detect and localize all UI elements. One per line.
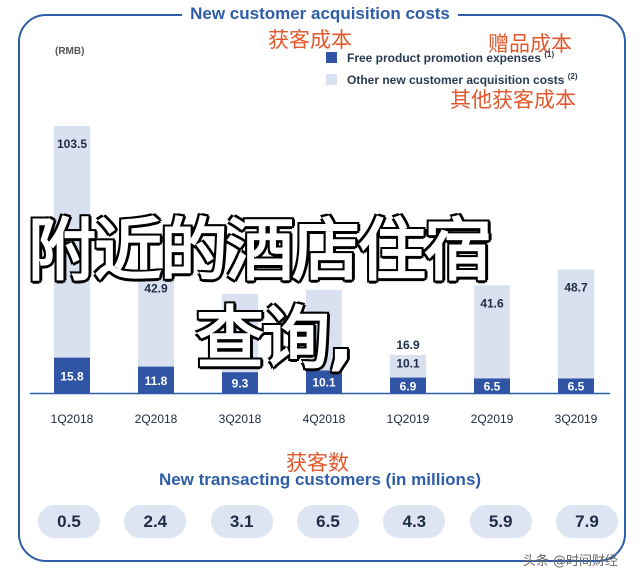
legend-other-note: (2) <box>567 72 578 81</box>
label-other-2Q2018: 42.9 <box>144 282 168 296</box>
legend-free-swatch <box>326 52 337 63</box>
transacting-value-2Q2019: 5.9 <box>469 505 532 538</box>
transacting-value-3Q2018: 3.1 <box>210 505 273 538</box>
label-free-1Q2018: 15.8 <box>60 369 84 383</box>
tick-3Q2018: 3Q2018 <box>219 412 262 426</box>
transacting-values: 0.5 2.4 3.1 6.5 4.3 5.9 7.9 <box>38 505 618 538</box>
legend-other-swatch <box>326 74 337 85</box>
label-other-3Q2019: 48.7 <box>564 280 588 294</box>
transacting-title: New transacting customers (in millions) <box>158 470 482 489</box>
bar-free-2Q2018 <box>138 366 174 393</box>
transacting-value-1Q2018: 0.5 <box>38 505 100 538</box>
overlay-text-line2: 查询, <box>196 300 354 379</box>
label-free-2Q2019: 6.5 <box>484 380 501 394</box>
bar-other-4Q2018 <box>306 289 342 371</box>
cn-gift-label: 赠品成本 <box>488 32 572 56</box>
transacting-value-3Q2019: 7.9 <box>555 505 618 538</box>
transacting-value-1Q2019: 4.3 <box>383 505 446 538</box>
label-free-2Q2018: 11.8 <box>145 374 168 388</box>
label-total-1Q2019: 16.9 <box>396 338 420 352</box>
label-free-4Q2018: 10.1 <box>312 376 336 390</box>
label-free-3Q2018: 9.3 <box>232 377 249 391</box>
bar-other-1Q2019 <box>390 354 426 378</box>
bar-other-2Q2018 <box>138 270 174 367</box>
bar-free-1Q2018 <box>54 357 90 393</box>
bar-free-1Q2019 <box>390 377 426 393</box>
label-other-2Q2019: 41.6 <box>480 296 504 310</box>
bar-other-3Q2018 <box>222 293 258 373</box>
label-other-1Q2019: 10.1 <box>396 357 420 371</box>
legend-free: Free product promotion expenses (1) <box>326 50 554 65</box>
transacting-value-2Q2018: 2.4 <box>124 505 187 538</box>
transacting-value-4Q2018: 6.5 <box>296 505 359 538</box>
bar-free-4Q2018 <box>306 370 342 393</box>
legend-other-label: Other new customer acquisition costs <box>347 73 565 87</box>
label-free-1Q2019: 6.9 <box>400 379 417 393</box>
legend-free-label: Free product promotion expenses <box>347 51 542 65</box>
unit-label: (RMB) <box>55 46 85 57</box>
legend-other: Other new customer acquisition costs (2) <box>326 72 578 87</box>
label-other-1Q2018: 103.5 <box>57 137 87 151</box>
tick-4Q2018: 4Q2018 <box>303 412 346 426</box>
bar-free-3Q2018 <box>222 372 258 393</box>
bar-other-1Q2018 <box>54 126 90 358</box>
bar-other-3Q2019 <box>558 269 594 379</box>
cn-txn-label: 获客数 <box>286 451 349 475</box>
bar-other-2Q2019 <box>474 285 510 379</box>
cn-other-label: 其他获客成本 <box>450 88 576 112</box>
bar-free-2Q2019 <box>474 378 510 393</box>
bar-free-3Q2019 <box>558 378 594 393</box>
tick-2Q2019: 2Q2019 <box>471 412 514 426</box>
tick-1Q2019: 1Q2019 <box>387 412 430 426</box>
cn-cost-label: 获客成本 <box>268 28 352 52</box>
chart-title: New customer acquisition costs <box>0 4 640 24</box>
legend-free-note: (1) <box>544 50 555 59</box>
watermark: 头条 @时间财经 <box>522 554 618 569</box>
label-free-3Q2019: 6.5 <box>568 380 585 394</box>
tick-2Q2018: 2Q2018 <box>135 412 178 426</box>
overlay-text-line1: 附近的酒店住宿 <box>28 212 492 291</box>
tick-1Q2018: 1Q2018 <box>51 412 94 426</box>
tick-3Q2019: 3Q2019 <box>555 412 598 426</box>
bar-chart: 15.8 103.5 1Q2018 11.8 42.9 2Q2018 9.3 3Q2018 10… <box>30 126 610 426</box>
